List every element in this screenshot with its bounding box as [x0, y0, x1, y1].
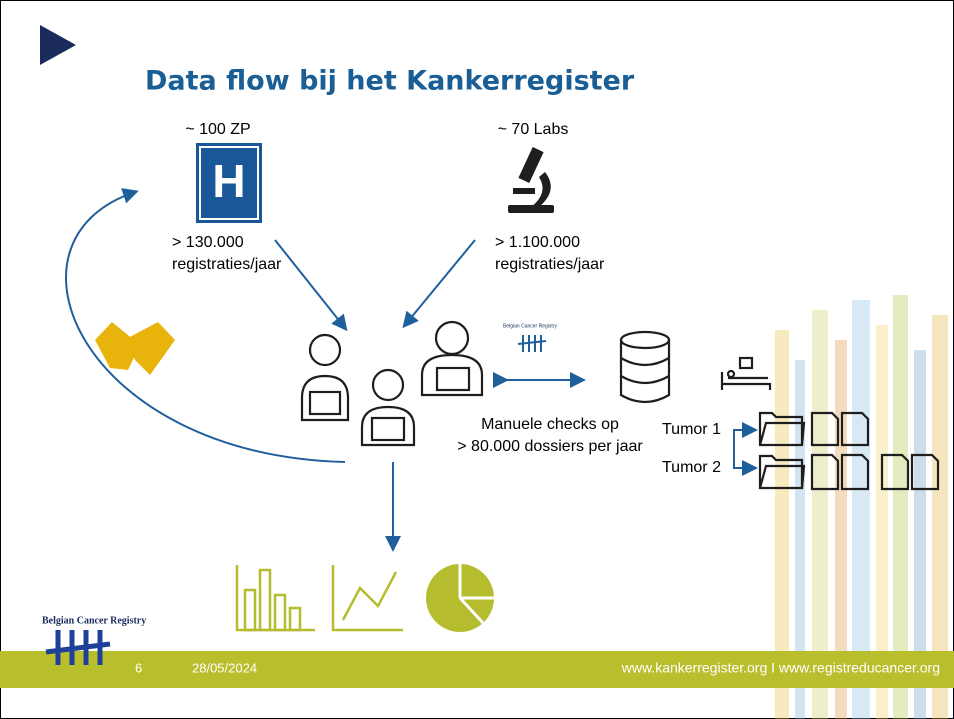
labs-count: > 1.100.000: [495, 234, 580, 251]
labs-label: ~ 70 Labs: [498, 121, 569, 138]
mini-logo-text: Belgian Cancer Registry: [503, 323, 557, 329]
page-number: 6: [135, 660, 142, 675]
footer-links: www.kankerregister.org I www.registreduc…: [621, 660, 940, 676]
title: Data flow bij het Kankerregister: [145, 66, 635, 97]
checks-line-1: Manuele checks op: [481, 416, 619, 433]
footer-date: 28/05/2024: [192, 660, 257, 675]
hospital-label: ~ 100 ZP: [185, 121, 250, 138]
hospital-letter: H: [212, 155, 245, 207]
slide: Data flow bij het Kankerregister ~ 100 Z…: [0, 0, 954, 719]
hospital-unit: registraties/jaar: [172, 256, 282, 273]
tumor-label: Tumor 2: [662, 459, 721, 476]
hospital-count: > 130.000: [172, 234, 244, 251]
tumor-label: Tumor 1: [662, 421, 721, 438]
logo-text: Belgian Cancer Registry: [42, 615, 146, 626]
pie-chart-icon: [426, 564, 494, 632]
labs-unit: registraties/jaar: [495, 256, 605, 273]
checks-line-2: > 80.000 dossiers per jaar: [457, 438, 643, 455]
